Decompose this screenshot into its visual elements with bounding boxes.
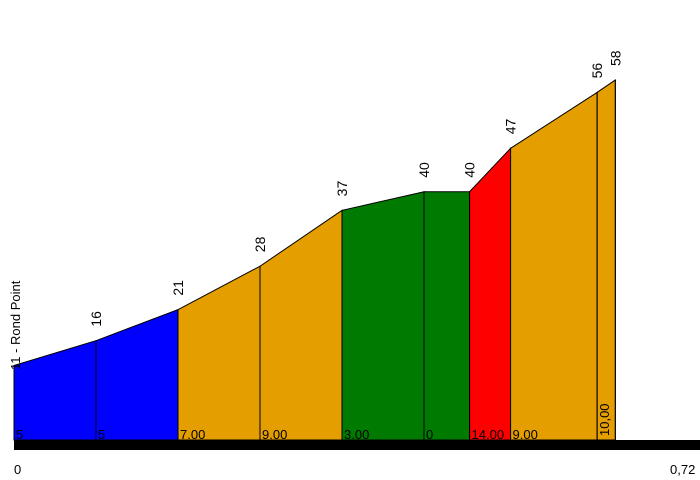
grade-label: 9.00 xyxy=(513,427,538,442)
profile-segment xyxy=(596,79,616,441)
grade-label: 10,00 xyxy=(597,403,612,436)
profile-segment xyxy=(341,191,425,441)
grade-label: 5 xyxy=(16,427,23,442)
elevation-label: 47 xyxy=(503,118,519,134)
x-start-label: 0 xyxy=(14,462,21,477)
baseline-bar xyxy=(14,440,700,450)
grade-labels: 5 5 7.00 9.00 3.00 0 14.00 9.00 10,00 xyxy=(16,403,612,442)
profile-segments xyxy=(13,79,616,441)
elevation-label: 40 xyxy=(416,162,432,178)
elevation-label: 40 xyxy=(462,162,478,178)
segment-dividers xyxy=(95,80,616,440)
grade-label: 9.00 xyxy=(262,427,287,442)
elevation-label: 37 xyxy=(334,181,350,197)
profile-segment xyxy=(177,265,261,441)
elevation-label: 58 xyxy=(607,50,623,66)
profile-segment xyxy=(95,308,179,441)
elevation-label: 16 xyxy=(88,311,104,327)
grade-label: 5 xyxy=(98,427,105,442)
grade-label: 3.00 xyxy=(344,427,369,442)
profile-segment xyxy=(13,340,97,441)
profile-segment xyxy=(423,191,471,441)
profile-segment xyxy=(259,209,343,441)
profile-segment xyxy=(469,147,512,441)
profile-segment xyxy=(510,91,598,441)
grade-label: 7.00 xyxy=(180,427,205,442)
elevation-label: 21 xyxy=(170,280,186,296)
grade-label: 14.00 xyxy=(472,427,505,442)
x-end-label: 0,72 xyxy=(670,462,695,477)
grade-label: 0 xyxy=(426,427,433,442)
elevation-label: 28 xyxy=(252,236,268,252)
start-point-label: 11 - Rond Point xyxy=(8,280,23,370)
elevation-label: 56 xyxy=(589,63,605,79)
